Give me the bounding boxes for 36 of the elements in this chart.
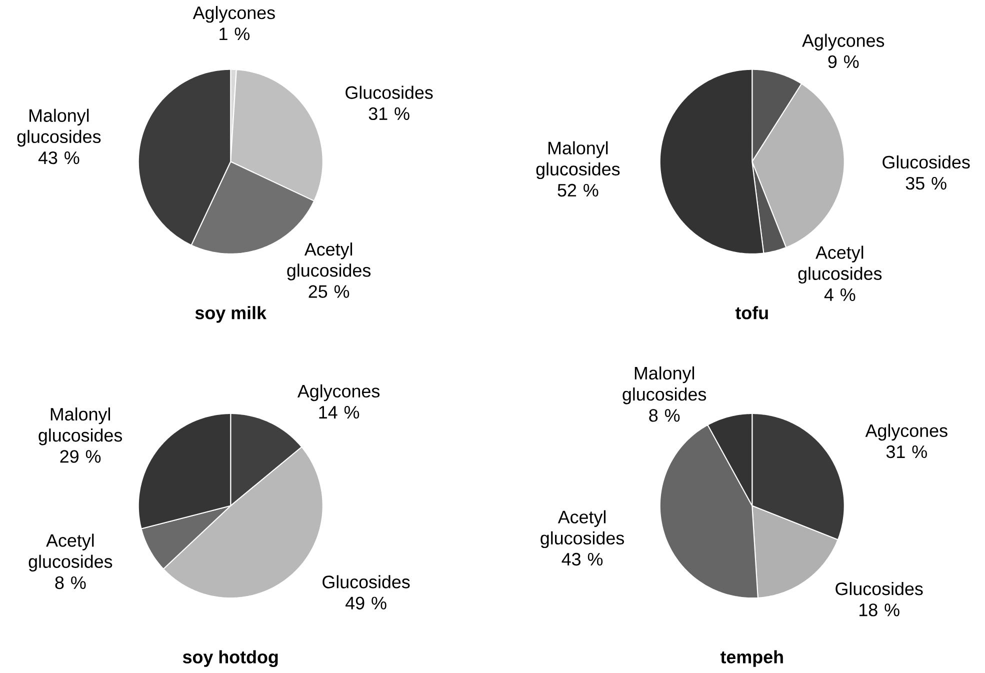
slice-label: Acetyl glucosides: [287, 242, 371, 280]
slice-label: Malonyl glucosides: [17, 108, 101, 147]
slice-label: Malonyl glucosides: [536, 141, 620, 180]
text: tempeh: [720, 650, 783, 667]
data-label: 49 %: [346, 596, 386, 610]
text: soy milk: [195, 306, 267, 323]
data-label: 43 %: [562, 552, 603, 566]
slice-label: Acetyl glucosides: [28, 534, 112, 572]
slice-label: Acetyl glucosides: [540, 510, 624, 548]
data-label: 25 %: [308, 285, 350, 298]
slice-label: Aglycones: [297, 384, 380, 402]
slice-label: Glucosides: [346, 86, 433, 99]
slice-label: Aglycones: [802, 34, 884, 50]
text: tofu: [735, 306, 768, 320]
data-label: 52 %: [558, 184, 598, 197]
data-label: 29 %: [60, 450, 101, 463]
data-label: 8 %: [649, 409, 680, 422]
data-label: 31 %: [886, 445, 927, 458]
slice-label: Malonyl glucosides: [38, 407, 122, 446]
data-label: 18 %: [860, 604, 900, 616]
slice-label: Glucosides: [836, 582, 923, 596]
slice-label: Aglycones: [192, 6, 275, 23]
slice-label: Acetyl glucosides: [798, 246, 882, 284]
data-label: 31 %: [368, 107, 410, 120]
data-label: 35 %: [906, 176, 946, 190]
data-label: 43 %: [38, 151, 80, 164]
slice-label: Aglycones: [865, 424, 948, 441]
slice-label: Glucosides: [882, 155, 970, 169]
slice-label: Glucosides: [322, 575, 410, 588]
data-label: 9 %: [828, 55, 859, 68]
data-label: 14 %: [319, 406, 360, 419]
data-label: 8 %: [55, 576, 86, 590]
text: soy hotdog: [182, 650, 278, 668]
slice-label: Malonyl glucosides: [622, 366, 706, 404]
data-label: 4 %: [824, 288, 856, 301]
data-label: 1 %: [220, 28, 250, 40]
